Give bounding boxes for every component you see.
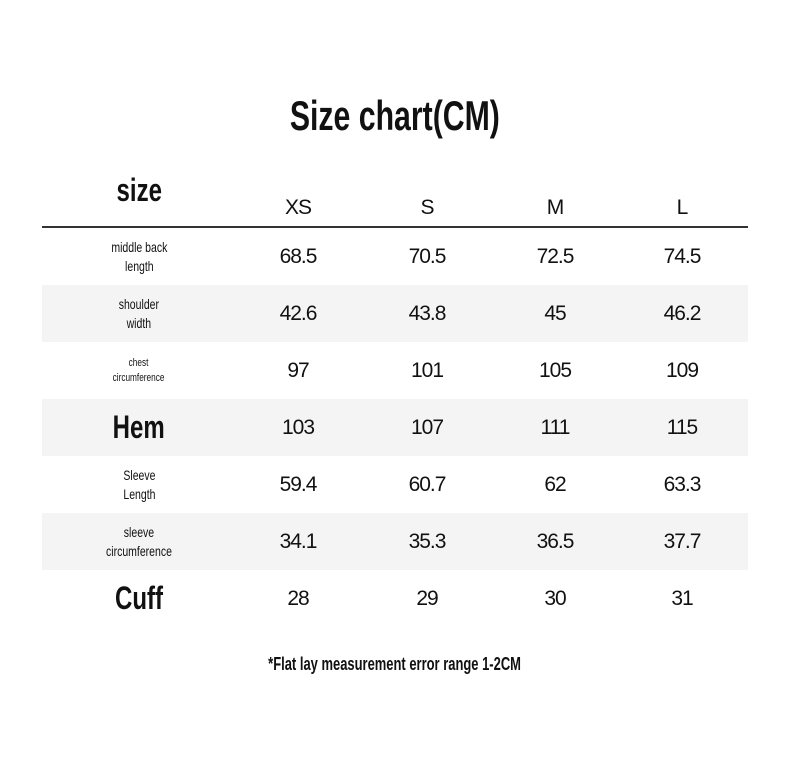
table-row: middle back length 68.5 70.5 72.5 74.5 [42, 228, 748, 285]
table-cell: 28 [287, 586, 309, 610]
table-row: shoulder width 42.6 43.8 45 46.2 [42, 285, 748, 342]
row-label: chest circumference [113, 356, 165, 384]
footnote: *Flat lay measurement error range 1-2CM [268, 654, 522, 674]
header-size-label: size [116, 171, 162, 208]
title-text: Size chart(CM) [289, 92, 501, 139]
header-s: S [420, 196, 434, 219]
header-m: M [546, 196, 565, 219]
size-table: size XS S M L middle back length 68.5 70.5 7… [42, 170, 748, 627]
table-cell: 63.3 [663, 472, 702, 496]
table-cell: 103 [281, 415, 315, 439]
page-title: Size chart(CM) [0, 92, 790, 140]
table-cell: 111 [540, 415, 571, 439]
table-cell: 45 [544, 301, 566, 325]
table-cell: 35.3 [408, 529, 447, 553]
table-cell: 74.5 [663, 244, 702, 268]
row-label: shoulder width [118, 295, 160, 331]
table-cell: 59.4 [279, 472, 318, 496]
table-row: chest circumference 97 101 105 109 [42, 342, 748, 399]
table-row: Cuff 28 29 30 31 [42, 570, 748, 627]
header-l: L [676, 196, 689, 219]
table-cell: 29 [416, 586, 438, 610]
table-row: Hem 103 107 111 115 [42, 399, 748, 456]
table-cell: 36.5 [536, 529, 575, 553]
table-cell: 72.5 [536, 244, 575, 268]
row-label: Sleeve Length [122, 466, 156, 502]
table-cell: 34.1 [279, 529, 318, 553]
table-header: size XS S M L [42, 170, 748, 228]
table-cell: 97 [287, 358, 309, 382]
row-label: Hem [112, 408, 166, 445]
table-cell: 62 [544, 472, 566, 496]
table-cell: 46.2 [663, 301, 702, 325]
table-cell: 109 [665, 358, 699, 382]
table-cell: 115 [666, 415, 698, 439]
table-cell: 70.5 [408, 244, 447, 268]
row-label: Cuff [115, 579, 163, 616]
table-cell: 101 [410, 358, 444, 382]
table-cell: 105 [538, 358, 572, 382]
table-cell: 30 [544, 586, 566, 610]
table-cell: 107 [410, 415, 444, 439]
table-cell: 31 [671, 586, 693, 610]
row-label: middle back length [110, 238, 168, 274]
table-cell: 60.7 [408, 472, 447, 496]
table-cell: 68.5 [279, 244, 318, 268]
row-label: sleeve circumference [106, 523, 172, 559]
header-xs: XS [284, 196, 312, 219]
table-cell: 42.6 [279, 301, 318, 325]
table-row: sleeve circumference 34.1 35.3 36.5 37.7 [42, 513, 748, 570]
table-cell: 43.8 [408, 301, 447, 325]
table-row: Sleeve Length 59.4 60.7 62 63.3 [42, 456, 748, 513]
table-cell: 37.7 [663, 529, 702, 553]
